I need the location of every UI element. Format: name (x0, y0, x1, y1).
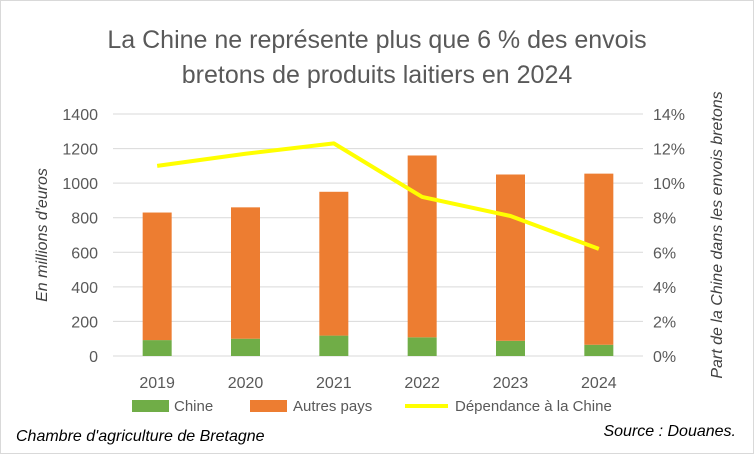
legend-label-chine: Chine (174, 398, 213, 415)
bar-autres-pays-2019 (142, 212, 172, 341)
bar-chine-2022 (407, 337, 437, 356)
line-series (156, 141, 600, 251)
footer-credit: Chambre d'agriculture de Bretagne (16, 428, 265, 445)
right-tick-label: 6% (653, 245, 676, 262)
right-tick-label: 2% (653, 314, 676, 331)
bars (142, 155, 614, 356)
right-tick-label: 14% (653, 107, 685, 124)
chart-title-line-2: bretons de produits laitiers en 2024 (182, 61, 573, 89)
bar-chine-2023 (496, 340, 525, 356)
left-tick-label: 0 (89, 349, 98, 366)
left-tick-label: 1200 (62, 142, 98, 159)
bar-chine-2019 (142, 340, 172, 356)
left-tick-label: 400 (71, 280, 98, 297)
left-tick-label: 1000 (62, 176, 98, 193)
left-axis-ticks: 0 200 400 600 800 1000 1200 1400 (62, 107, 98, 366)
left-tick-label: 1400 (62, 107, 98, 124)
bar-chine-2020 (231, 338, 260, 356)
left-axis-label: En millions d'euros (34, 168, 51, 302)
right-tick-label: 0% (653, 349, 676, 366)
gridlines (113, 113, 643, 357)
line-dependance-chine (156, 141, 600, 251)
legend: Chine Autres pays Dépendance à la Chine (132, 398, 612, 415)
bar-autres-pays-2021 (319, 191, 349, 336)
x-tick-label: 2021 (316, 375, 352, 392)
legend-label-dependance: Dépendance à la Chine (455, 398, 612, 415)
x-tick-label: 2023 (493, 375, 529, 392)
bar-autres-pays-2023 (496, 174, 525, 341)
right-axis-label: Part de la Chine dans les envois bretons (709, 91, 726, 378)
legend-swatch-chine (132, 400, 169, 412)
left-tick-label: 800 (71, 211, 98, 228)
x-tick-label: 2020 (228, 375, 264, 392)
bar-chine-2024 (584, 344, 614, 356)
x-axis-ticks: 2019 2020 2021 2022 2023 2024 (139, 375, 616, 392)
bar-autres-pays-2022 (407, 155, 437, 338)
right-tick-label: 8% (653, 211, 676, 228)
bar-autres-pays-2020 (231, 207, 260, 339)
right-tick-label: 10% (653, 176, 685, 193)
bar-autres-pays-2024 (584, 173, 614, 345)
x-tick-label: 2019 (139, 375, 175, 392)
bar-chine-2021 (319, 335, 349, 356)
legend-label-autres-pays: Autres pays (293, 398, 372, 415)
x-tick-label: 2022 (404, 375, 440, 392)
x-tick-label: 2024 (581, 375, 617, 392)
right-tick-label: 4% (653, 280, 676, 297)
right-tick-label: 12% (653, 142, 685, 159)
left-tick-label: 200 (71, 314, 98, 331)
left-tick-label: 600 (71, 245, 98, 262)
right-axis-ticks: 0% 2% 4% 6% 8% 10% 12% 14% (653, 107, 685, 366)
legend-swatch-autres-pays (250, 400, 287, 412)
chart-title-line-1: La Chine ne représente plus que 6 % des … (107, 26, 646, 54)
footer-source: Source : Douanes. (603, 423, 736, 440)
